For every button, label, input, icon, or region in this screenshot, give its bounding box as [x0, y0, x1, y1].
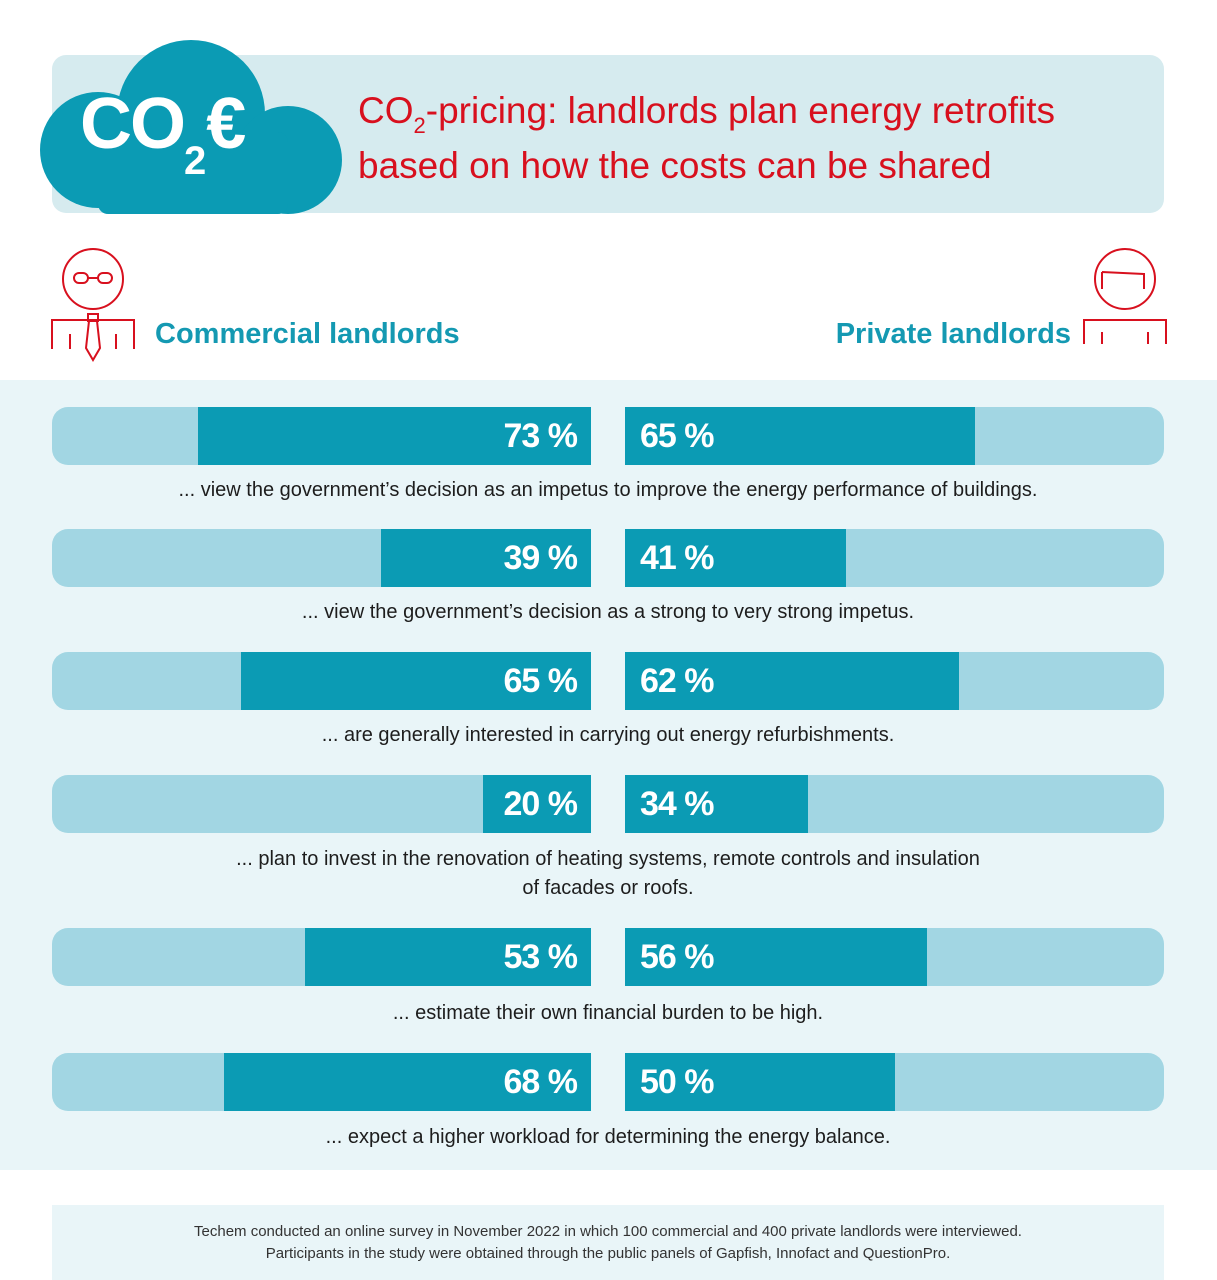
bar-commercial: [224, 1053, 591, 1111]
footer-line-2: Participants in the study were obtained …: [265, 1245, 951, 1262]
value-label-commercial: 68 %: [503, 1063, 578, 1101]
bar-track-private: 34 %: [625, 775, 1164, 833]
category-label-line: ... expect a higher workload for determi…: [325, 1126, 891, 1148]
logo-subscript: 2: [184, 139, 207, 183]
title-rest: -pricing: landlords plan energy retrofit…: [425, 90, 1056, 131]
bar-track-private: 50 %: [625, 1053, 1164, 1111]
cloud-icon: [40, 40, 342, 214]
bar-private: [625, 529, 846, 587]
category-label-line: ... estimate their own financial burden …: [392, 1002, 824, 1024]
bar-private: [625, 775, 809, 833]
title-line-2: based on how the costs can be shared: [358, 145, 992, 186]
bar-commercial: [305, 928, 591, 986]
value-label-commercial: 53 %: [503, 938, 578, 976]
bar-private: [625, 652, 960, 710]
value-label-private: 62 %: [640, 662, 714, 700]
bar-private: [625, 407, 976, 465]
category-label-line: ... view the government’s decision as a …: [301, 601, 915, 623]
bar-track-commercial: 65 %: [52, 652, 591, 710]
category-label: ... are generally interested in carrying…: [108, 721, 1108, 750]
commercial-landlord-icon: [51, 248, 135, 362]
value-label-private: 65 %: [640, 417, 714, 455]
bar-track-commercial: 39 %: [52, 529, 591, 587]
category-label: ... view the government’s decision as an…: [108, 476, 1108, 505]
bar-track-commercial: 73 %: [52, 407, 591, 465]
category-label: ... expect a higher workload for determi…: [108, 1123, 1108, 1152]
bar-track-commercial: 53 %: [52, 928, 591, 986]
bar-track-commercial: 68 %: [52, 1053, 591, 1111]
category-label: ... view the government’s decision as a …: [108, 598, 1108, 627]
logo-euro: €: [206, 84, 246, 164]
bar-track-private: 65 %: [625, 407, 1164, 465]
category-label-line: of facades or roofs.: [522, 877, 694, 899]
value-label-private: 41 %: [640, 539, 714, 577]
bar-commercial: [380, 529, 591, 587]
bar-commercial: [197, 407, 591, 465]
footer-line-1: Techem conducted an online survey in Nov…: [194, 1223, 1022, 1240]
bar-private: [625, 928, 927, 986]
value-label-private: 34 %: [640, 785, 714, 823]
value-label-commercial: 20 %: [503, 785, 578, 823]
title-subscript: 2: [413, 113, 426, 138]
category-label-line: ... view the government’s decision as an…: [178, 479, 1038, 501]
title-co: CO: [358, 90, 414, 131]
co2-euro-logo: CO2€: [80, 88, 246, 181]
category-label-line: ... are generally interested in carrying…: [321, 724, 895, 746]
bar-track-private: 56 %: [625, 928, 1164, 986]
bar-commercial: [240, 652, 591, 710]
private-landlord-icon: [1083, 248, 1167, 344]
footer-note: Techem conducted an online survey in Nov…: [52, 1205, 1164, 1280]
value-label-commercial: 39 %: [503, 539, 578, 577]
value-label-commercial: 73 %: [503, 417, 578, 455]
value-label-private: 56 %: [640, 938, 714, 976]
logo-main: CO: [80, 84, 186, 164]
title-line-1: CO2-pricing: landlords plan energy retro…: [358, 86, 1158, 141]
category-label: ... estimate their own financial burden …: [108, 999, 1108, 1028]
bar-track-private: 41 %: [625, 529, 1164, 587]
bar-track-commercial: 20 %: [52, 775, 591, 833]
bar-commercial: [483, 775, 591, 833]
value-label-private: 50 %: [640, 1063, 714, 1101]
private-landlords-label: Private landlords: [835, 318, 1071, 350]
bar-private: [625, 1053, 895, 1111]
category-label-line: ... plan to invest in the renovation of …: [236, 848, 980, 870]
category-label: ... plan to invest in the renovation of …: [108, 845, 1108, 903]
commercial-landlords-label: Commercial landlords: [155, 318, 460, 350]
bar-track-private: 62 %: [625, 652, 1164, 710]
page-title: CO2-pricing: landlords plan energy retro…: [358, 86, 1158, 191]
value-label-commercial: 65 %: [503, 662, 578, 700]
